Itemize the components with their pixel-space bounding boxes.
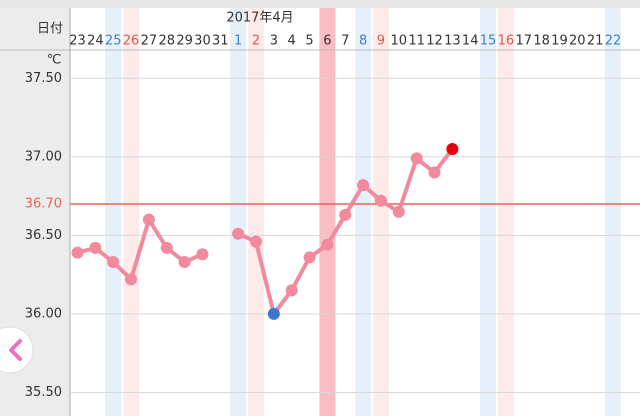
day-band — [497, 8, 514, 416]
x-tick-label: 25 — [105, 34, 122, 49]
x-tick-label: 2 — [252, 34, 260, 49]
day-band — [123, 8, 140, 416]
data-point — [392, 205, 405, 218]
data-point — [125, 273, 138, 286]
x-tick-label: 4 — [288, 34, 296, 49]
x-label: 日付 — [37, 22, 63, 37]
reference-label: 36.70 — [25, 196, 62, 211]
day-band — [105, 8, 122, 416]
x-tick-label: 10 — [391, 34, 408, 49]
y-unit: ℃ — [47, 53, 62, 68]
x-tick-label: 21 — [587, 34, 604, 49]
x-tick-label: 16 — [498, 34, 515, 49]
x-tick-label: 22 — [605, 34, 622, 49]
data-point — [410, 152, 423, 165]
data-point — [303, 251, 316, 264]
y-tick-label: 37.50 — [25, 71, 62, 86]
x-tick-label: 20 — [569, 34, 586, 49]
data-point — [196, 248, 209, 261]
data-point — [71, 246, 84, 259]
data-point — [339, 208, 352, 221]
day-band — [319, 8, 336, 416]
x-tick-label: 13 — [444, 34, 461, 49]
y-tick-label: 35.50 — [25, 385, 62, 400]
data-point — [250, 235, 262, 248]
x-tick-label: 11 — [408, 34, 425, 49]
x-tick-label: 5 — [305, 34, 313, 49]
x-tick-label: 1 — [234, 34, 242, 49]
y-tick-label: 37.00 — [25, 149, 62, 164]
day-band — [480, 8, 497, 416]
x-tick-label: 31 — [212, 34, 229, 49]
data-point — [321, 238, 334, 251]
top-strip — [0, 0, 640, 8]
x-tick-label: 23 — [69, 34, 86, 49]
x-tick-label: 19 — [551, 34, 568, 49]
x-tick-label: 3 — [270, 34, 278, 49]
prev-arrow[interactable] — [9, 339, 22, 361]
x-tick-label: 30 — [194, 34, 211, 49]
day-band — [605, 8, 621, 416]
x-tick-label: 14 — [462, 34, 479, 49]
day-band — [248, 8, 264, 416]
data-point — [374, 194, 387, 207]
data-point — [160, 241, 173, 254]
x-tick-label: 29 — [176, 34, 193, 49]
x-tick-label: 8 — [359, 34, 367, 49]
day-band — [355, 8, 372, 416]
data-point — [232, 227, 245, 240]
x-tick-label: 18 — [533, 34, 550, 49]
y-tick-label: 36.50 — [25, 228, 62, 243]
x-tick-label: 6 — [323, 34, 331, 49]
x-tick-label: 26 — [123, 34, 140, 49]
data-point — [178, 256, 191, 269]
x-tick-label: 12 — [426, 34, 443, 49]
x-tick-label: 28 — [158, 34, 175, 49]
y-tick-label: 36.00 — [25, 306, 62, 321]
data-point — [107, 256, 120, 269]
day-band — [230, 8, 247, 416]
data-point — [267, 307, 280, 320]
data-point — [428, 166, 441, 179]
x-tick-label: 7 — [341, 34, 349, 49]
data-point — [357, 179, 370, 192]
data-point — [142, 213, 155, 226]
day-band — [372, 8, 389, 416]
data-point — [89, 241, 102, 254]
x-tick-label: 17 — [515, 34, 532, 49]
x-tick-label: 9 — [377, 34, 385, 49]
data-point — [446, 142, 459, 155]
x-tick-label: 27 — [141, 34, 158, 49]
data-point — [285, 284, 298, 297]
prev-button-bg[interactable] — [0, 326, 34, 374]
month-label: 2017年4月 — [226, 11, 293, 26]
prev-button[interactable] — [0, 326, 34, 374]
x-tick-label: 24 — [87, 34, 104, 49]
x-tick-label: 15 — [480, 34, 497, 49]
